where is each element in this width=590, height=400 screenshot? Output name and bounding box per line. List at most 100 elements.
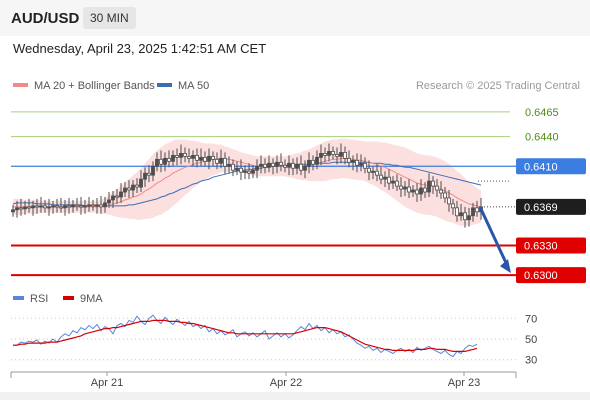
candle-body [367, 167, 371, 173]
candle-body [139, 178, 143, 188]
ma20-line [13, 157, 482, 208]
bollinger-band [13, 138, 481, 226]
attribution: Research © 2025 Trading Central [415, 80, 580, 92]
candle-body [323, 153, 327, 156]
candle-body [279, 161, 283, 166]
forecast-arrow-head [500, 259, 511, 274]
candle-body [335, 153, 339, 157]
candle-body [23, 206, 27, 210]
candle-body [147, 172, 151, 176]
candle-body [363, 162, 367, 169]
candle-body [383, 176, 387, 180]
support-level-badge [516, 237, 586, 254]
candle-body [203, 156, 207, 162]
candle-body [95, 204, 99, 207]
x-axis-tick-label: Apr 23 [448, 377, 480, 389]
candle-body [99, 204, 103, 208]
rsi-ma-line [13, 319, 478, 352]
candle-body [459, 212, 463, 217]
candle-body [451, 203, 455, 209]
rsi-line [13, 314, 478, 358]
candle-body [379, 174, 383, 180]
candle-body [419, 187, 423, 195]
candle-body [31, 205, 35, 209]
candle-body [311, 159, 315, 165]
candle-body [159, 158, 163, 165]
legend-rsi-ma: 9MA [63, 293, 103, 305]
support-level-label: 0.6300 [524, 270, 558, 282]
legend-rsi: RSI [13, 293, 48, 305]
rsi-swatch [13, 296, 24, 301]
candle-body [87, 204, 91, 207]
candle-body [255, 165, 259, 171]
candle-body [471, 207, 475, 217]
candle-body [395, 180, 399, 187]
candle-body [179, 153, 183, 158]
candle-body [291, 162, 295, 169]
candle-body [275, 161, 279, 167]
rsi-tick-label: 30 [525, 355, 537, 367]
candle-body [327, 151, 331, 156]
candle-body [187, 155, 191, 159]
x-axis-tick-label: Apr 21 [91, 377, 123, 389]
candle-body [223, 157, 227, 167]
legend-ma20: MA 20 + Bollinger Bands [13, 80, 155, 92]
candle-body [71, 204, 75, 208]
candle-body [67, 205, 71, 208]
candle-body [51, 205, 55, 208]
bottom-bar [0, 392, 590, 400]
candle-body [143, 172, 147, 180]
candle-body [231, 163, 235, 171]
rsi-ma-legend-label: 9MA [80, 293, 103, 305]
ma20-legend-label: MA 20 + Bollinger Bands [34, 80, 155, 92]
candle-body [387, 176, 391, 184]
candle-body [259, 163, 263, 167]
pivot-level-label: 0.6410 [524, 161, 558, 173]
candle-body [215, 158, 219, 164]
target-level-label: 0.6440 [525, 132, 559, 144]
candle-body [47, 206, 51, 209]
candle-body [175, 154, 179, 158]
last-price-label: 0.6369 [524, 202, 558, 214]
candle-body [403, 186, 407, 190]
symbol-label[interactable]: AUD/USD [11, 10, 80, 27]
candle-body [235, 167, 239, 171]
candle-body [351, 159, 355, 163]
candle-body [411, 189, 415, 193]
candle-body [63, 205, 67, 209]
pivot-level-badge [516, 158, 586, 175]
candle-body [331, 151, 335, 155]
candle-body [319, 153, 323, 158]
candle-body [347, 157, 351, 163]
candle-body [371, 170, 375, 173]
timeframe-button[interactable]: 30 MIN [83, 7, 136, 29]
candle-body [343, 152, 347, 159]
candle-body [439, 189, 443, 194]
candle-body [191, 154, 195, 159]
candle-body [287, 162, 291, 168]
candle-body [171, 154, 175, 162]
candle-body [123, 187, 127, 193]
candle-body [135, 184, 139, 188]
candle-body [391, 180, 395, 184]
candle-body [167, 157, 171, 162]
candle-body [299, 163, 303, 171]
candle-body [211, 155, 215, 160]
candle-body [103, 202, 107, 208]
candle-body [423, 187, 427, 193]
candle-body [83, 205, 87, 208]
support-level-label: 0.6330 [524, 240, 558, 252]
candle-body [207, 155, 211, 162]
candle-body [375, 170, 379, 176]
candle-body [247, 170, 251, 174]
candle-body [19, 207, 23, 210]
candle-body [75, 204, 79, 207]
x-axis-tick-label: Apr 22 [270, 377, 302, 389]
candle-body [111, 195, 115, 201]
candle-body [39, 205, 43, 208]
candle-body [151, 165, 155, 176]
candle-body [55, 205, 59, 208]
price-chart[interactable]: 0.6465 0.6440 0.6410 0.6369 0.6330 0.6300 70 50… [0, 0, 590, 392]
candle-body [271, 162, 275, 167]
candle-body [131, 184, 135, 191]
